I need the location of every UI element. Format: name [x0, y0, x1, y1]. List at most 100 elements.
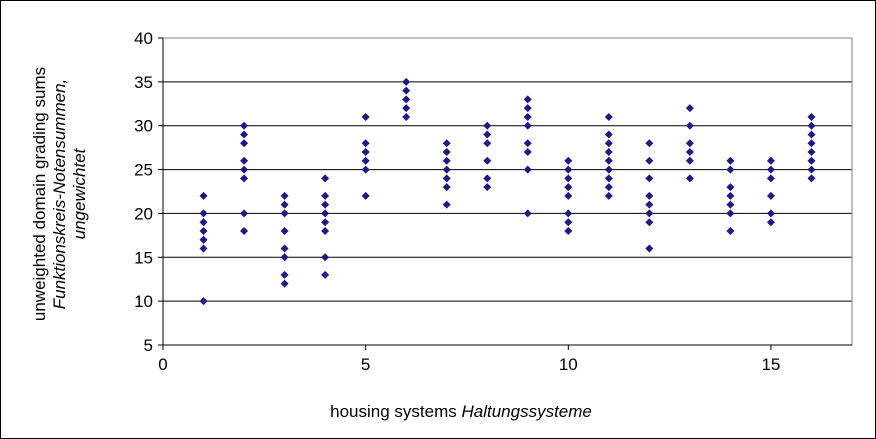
data-point [523, 165, 532, 174]
data-point [807, 139, 816, 148]
data-point [240, 209, 249, 218]
data-point [564, 218, 573, 227]
data-point [483, 183, 492, 192]
data-point [240, 130, 249, 139]
data-point [240, 165, 249, 174]
data-point [726, 226, 735, 235]
data-point [442, 200, 451, 209]
data-point [523, 139, 532, 148]
data-point [199, 235, 208, 244]
data-point [807, 148, 816, 157]
data-point [604, 139, 613, 148]
data-point [361, 156, 370, 165]
data-point [280, 279, 289, 288]
data-point [361, 139, 370, 148]
data-point [604, 191, 613, 200]
data-point [402, 104, 411, 113]
data-point [523, 104, 532, 113]
y-axis-title: unweighted domain grading sums Funktions… [30, 67, 89, 321]
data-point [726, 191, 735, 200]
axes [158, 37, 852, 350]
data-point [199, 226, 208, 235]
y-tick-label: 15 [134, 248, 153, 267]
data-point [483, 130, 492, 139]
data-point [240, 226, 249, 235]
data-point [321, 174, 330, 183]
data-point [442, 174, 451, 183]
data-point [685, 174, 694, 183]
data-point [645, 200, 654, 209]
data-point [523, 95, 532, 104]
data-point [685, 156, 694, 165]
plot-area [162, 37, 853, 346]
data-point [726, 209, 735, 218]
data-point [766, 209, 775, 218]
data-point [645, 174, 654, 183]
data-point [807, 156, 816, 165]
data-point [564, 191, 573, 200]
data-point [685, 121, 694, 130]
y-axis-title-en: unweighted domain grading sums [30, 67, 49, 321]
data-point [280, 200, 289, 209]
data-point [523, 112, 532, 121]
y-axis-title-de-line2: ungewichtet [70, 147, 89, 239]
data-point [645, 139, 654, 148]
data-point [564, 165, 573, 174]
data-point [604, 165, 613, 174]
data-point [564, 174, 573, 183]
data-point [766, 218, 775, 227]
data-point [442, 148, 451, 157]
data-point [604, 156, 613, 165]
data-point [483, 139, 492, 148]
y-tick-label: 35 [134, 73, 153, 92]
data-point [604, 130, 613, 139]
data-point [240, 121, 249, 130]
data-point [726, 156, 735, 165]
data-point [807, 121, 816, 130]
data-point [280, 253, 289, 262]
data-point [807, 112, 816, 121]
data-point [645, 209, 654, 218]
x-tick-label: 0 [158, 355, 167, 374]
data-point [442, 165, 451, 174]
data-point [645, 244, 654, 253]
y-tick-label: 40 [134, 29, 153, 48]
data-point [199, 244, 208, 253]
y-tick-labels: 5 10 15 20 25 30 35 40 [134, 29, 153, 355]
y-tick-label: 10 [134, 292, 153, 311]
x-tick-labels: 0 5 10 15 [158, 355, 780, 374]
data-point [361, 148, 370, 157]
data-point [523, 121, 532, 130]
data-point [604, 148, 613, 157]
data-point [402, 86, 411, 95]
data-point [523, 209, 532, 218]
x-axis-title: housing systems Haltungssysteme [330, 402, 592, 421]
data-point [645, 156, 654, 165]
data-point [361, 165, 370, 174]
data-point [199, 209, 208, 218]
data-point [483, 121, 492, 130]
data-point [766, 156, 775, 165]
data-point [645, 218, 654, 227]
data-point [807, 130, 816, 139]
data-point [199, 191, 208, 200]
data-point [280, 270, 289, 279]
data-point [726, 200, 735, 209]
data-point [726, 165, 735, 174]
data-point [280, 191, 289, 200]
x-tick-label: 5 [361, 355, 370, 374]
data-point [604, 174, 613, 183]
data-point [442, 156, 451, 165]
data-point [402, 77, 411, 86]
data-point [564, 209, 573, 218]
data-point [766, 191, 775, 200]
data-point [685, 139, 694, 148]
data-point [523, 148, 532, 157]
data-point [766, 174, 775, 183]
data-point [604, 183, 613, 192]
data-point [321, 200, 330, 209]
data-point [726, 183, 735, 192]
data-point [240, 174, 249, 183]
x-tick-label: 15 [761, 355, 780, 374]
